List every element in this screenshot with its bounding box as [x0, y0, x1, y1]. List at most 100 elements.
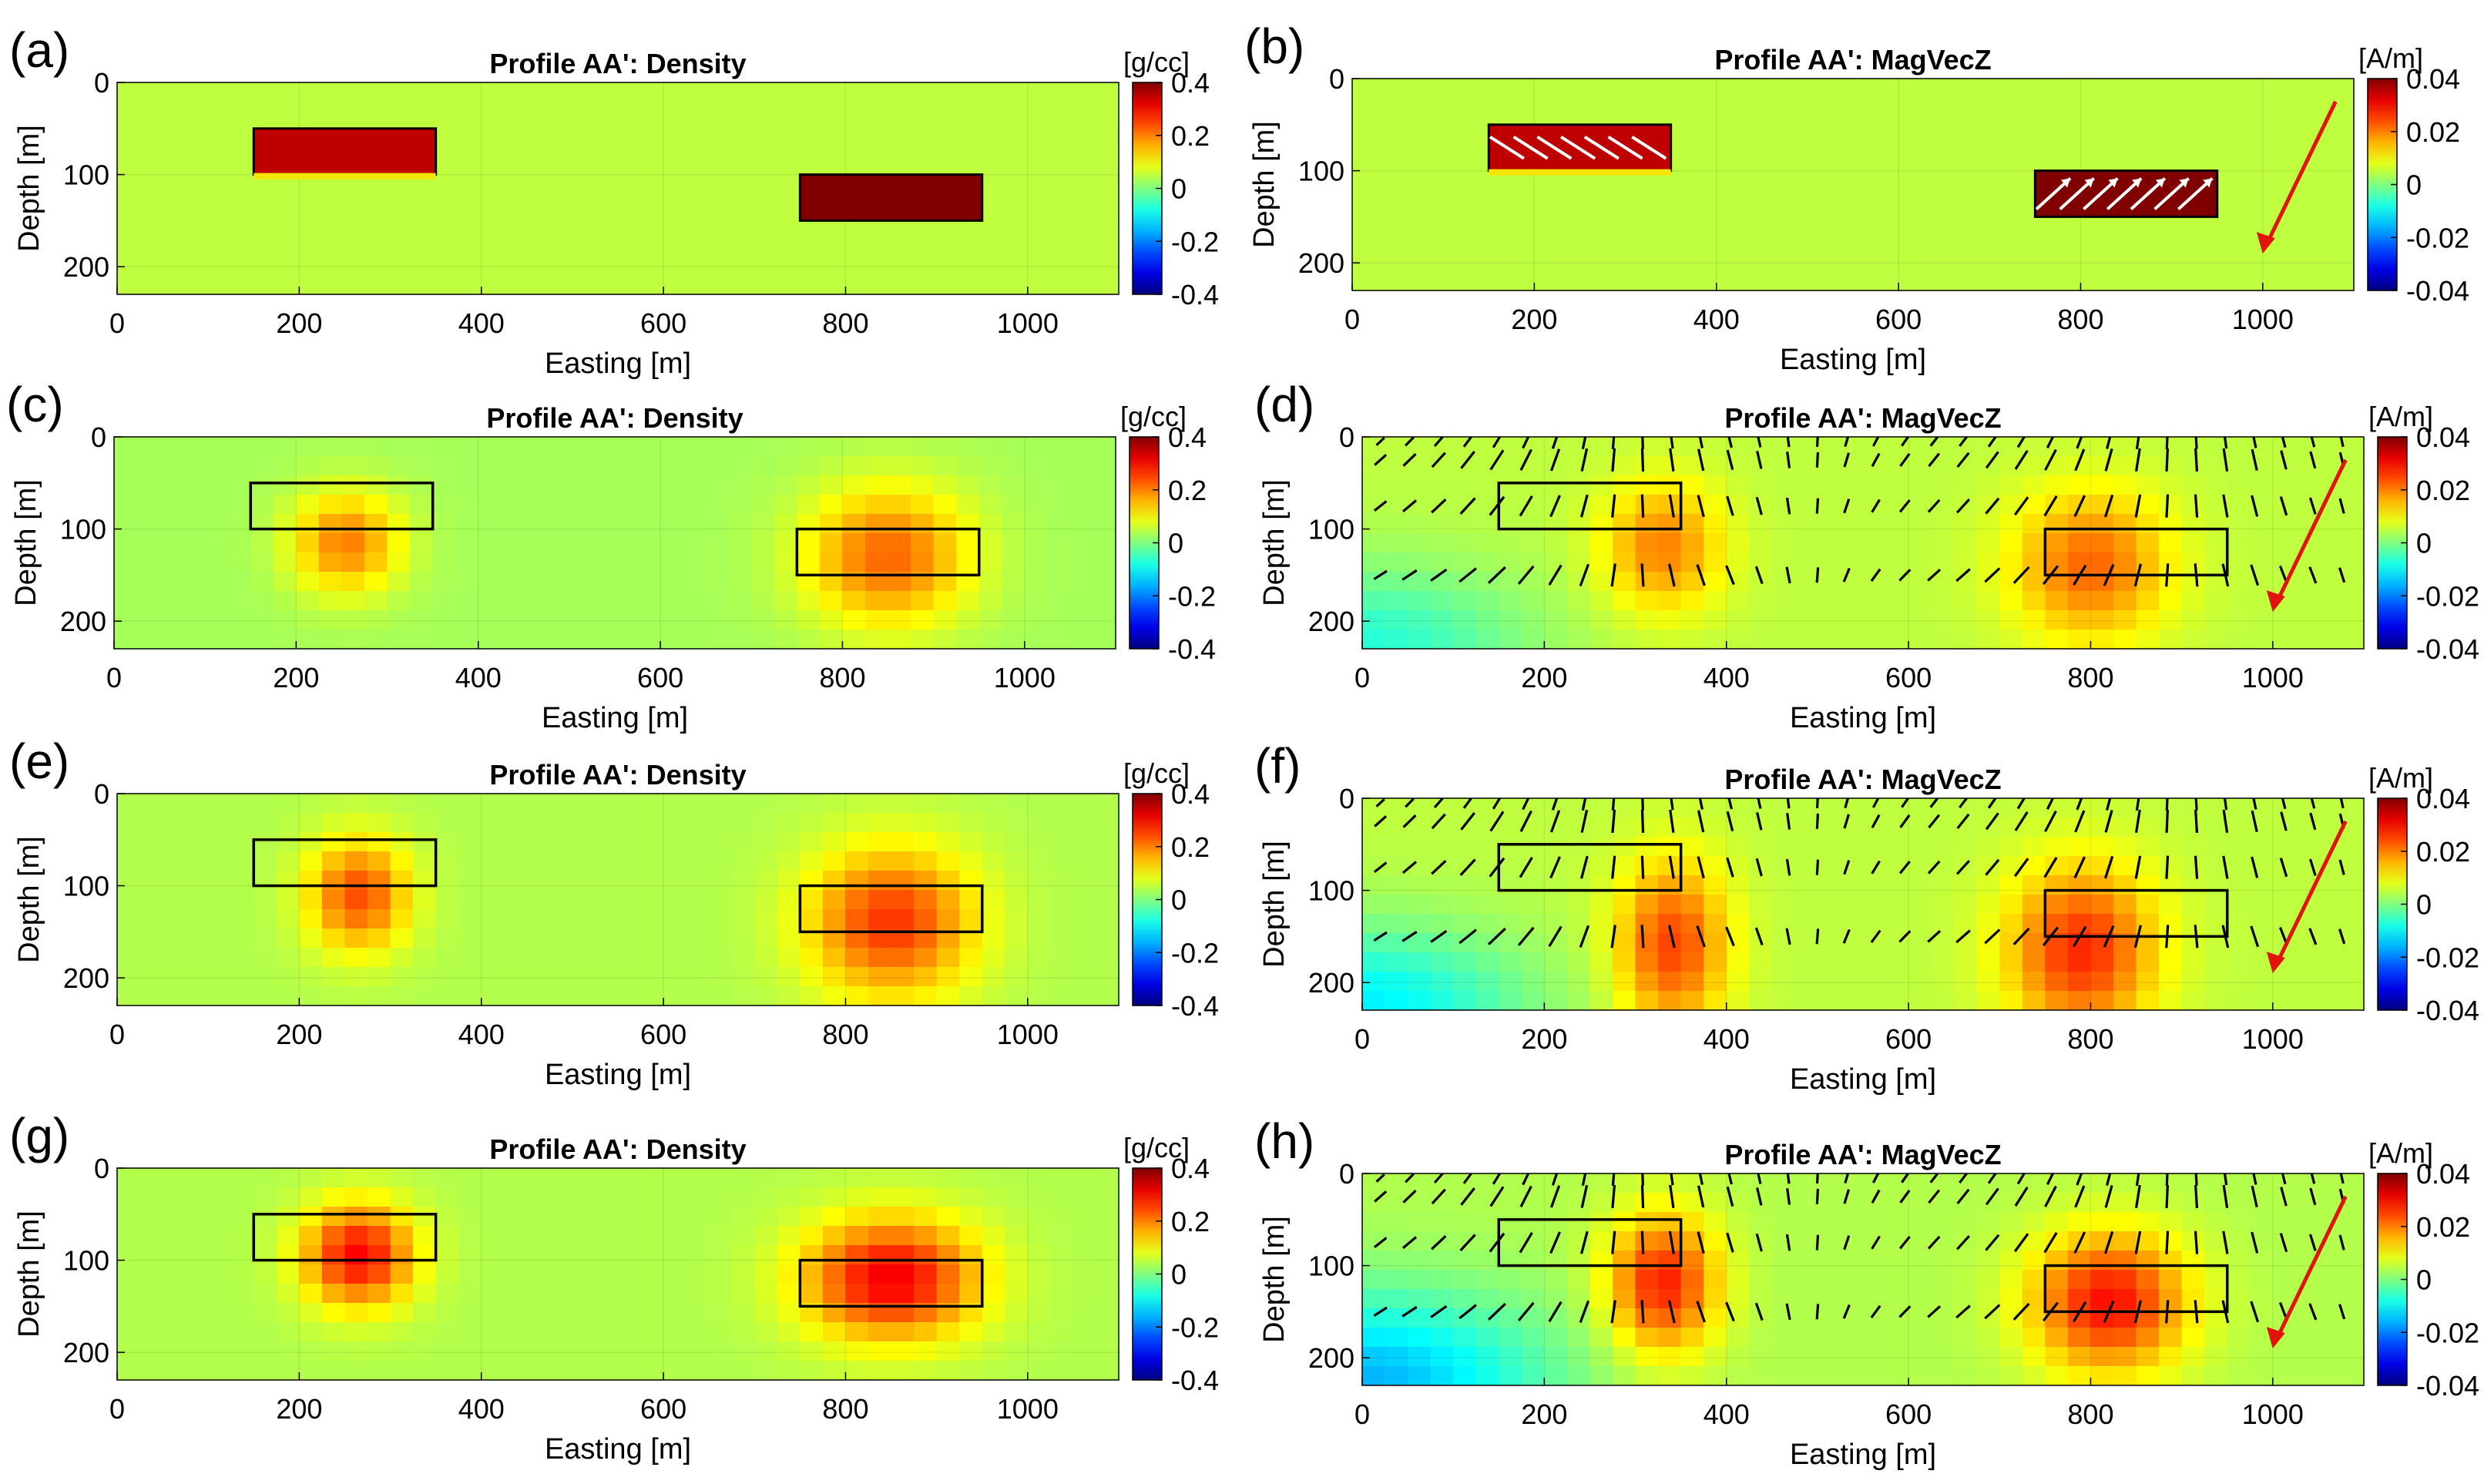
- heatmap-cell: [276, 102, 300, 122]
- heatmap-cell: [706, 514, 730, 534]
- heatmap-cell: [253, 851, 277, 871]
- heatmap-cell: [982, 1264, 1006, 1284]
- heatmap-cell: [845, 1264, 869, 1284]
- heatmap-cell: [458, 967, 482, 987]
- heatmap-cell: [959, 948, 983, 968]
- heatmap-cell: [2204, 1366, 2228, 1385]
- heatmap-cell: [1566, 1366, 1591, 1385]
- heatmap-cell: [458, 813, 482, 833]
- colorbar-tick-label: 0: [1168, 528, 1183, 559]
- heatmap-cell: [2035, 79, 2059, 99]
- heatmap-cell: [982, 1245, 1006, 1265]
- heatmap-cell: [595, 832, 619, 852]
- heatmap-cell: [136, 514, 160, 534]
- heatmap-cell: [1784, 213, 1808, 233]
- heatmap-cell: [822, 948, 847, 968]
- heatmap-cell: [686, 909, 710, 929]
- heatmap-cell: [800, 851, 824, 871]
- heatmap-cell: [2012, 271, 2036, 290]
- heatmap-cell: [230, 217, 255, 237]
- y-tick-label: 0: [94, 778, 109, 810]
- heatmap-cell: [2159, 991, 2183, 1010]
- heatmap-cell: [1050, 179, 1074, 199]
- heatmap-cell: [1908, 837, 1932, 857]
- heatmap-cell: [1885, 591, 1909, 611]
- heatmap-cell: [686, 1226, 710, 1246]
- heatmap-cell: [163, 198, 186, 218]
- heatmap-cell: [754, 794, 778, 814]
- vector-arrow: [1899, 1189, 1911, 1204]
- axes-box: [116, 82, 1119, 295]
- heatmap-cell: [549, 871, 573, 891]
- heatmap-cell: [2181, 533, 2205, 553]
- x-tick-label: 600: [640, 1393, 686, 1425]
- heatmap-cell: [1658, 952, 1682, 972]
- heatmap-cell: [683, 495, 707, 515]
- heatmap-cell: [2262, 136, 2287, 156]
- heatmap-cell: [2067, 837, 2092, 857]
- heatmap-cell: [731, 986, 756, 1006]
- heatmap-cell: [1589, 875, 1613, 895]
- heatmap-cell: [2341, 991, 2364, 1010]
- heatmap-cell: [618, 890, 642, 910]
- heatmap-cell: [663, 198, 687, 218]
- heatmap-cell: [865, 591, 889, 611]
- heatmap-cell: [341, 591, 365, 611]
- heatmap-cell: [2181, 991, 2205, 1010]
- heatmap-cell: [321, 102, 346, 122]
- heatmap-cell: [868, 890, 892, 910]
- heatmap-cell: [1589, 972, 1613, 992]
- heatmap-cell: [1944, 156, 1968, 176]
- heatmap-cell: [686, 967, 710, 987]
- heatmap-cell: [1613, 437, 1636, 457]
- heatmap-cell: [2090, 1251, 2114, 1271]
- x-tick-label: 1000: [997, 1393, 1059, 1425]
- heatmap-cell: [822, 275, 847, 294]
- y-tick-label: 100: [63, 159, 109, 191]
- heatmap-cell: [1716, 98, 1740, 118]
- heatmap-cell: [868, 813, 892, 833]
- heatmap-cell: [504, 140, 528, 160]
- y-axis-label: Depth [m]: [1258, 1216, 1291, 1343]
- heatmap-cell: [1704, 875, 1727, 895]
- heatmap-cell: [2204, 456, 2228, 476]
- heatmap-cell: [709, 948, 733, 968]
- heatmap-cell: [731, 198, 756, 218]
- heatmap-cell: [114, 514, 138, 534]
- heatmap-cell: [227, 630, 252, 649]
- heatmap-cell: [2012, 252, 2036, 272]
- heatmap-cell: [2080, 233, 2104, 253]
- heatmap-cell: [572, 82, 596, 102]
- heatmap-cell: [273, 572, 297, 592]
- heatmap-cell: [1024, 572, 1049, 592]
- heatmap-cell: [481, 1322, 505, 1342]
- heatmap-cell: [572, 1284, 596, 1304]
- heatmap-cell: [1096, 1284, 1119, 1304]
- heatmap-cell: [2217, 156, 2241, 176]
- heatmap-cell: [1050, 198, 1074, 218]
- x-tick-label: 400: [1704, 662, 1750, 693]
- heatmap-cell: [2204, 533, 2228, 553]
- heatmap-cell: [774, 437, 798, 457]
- heatmap-cell: [754, 1168, 778, 1188]
- heatmap-cell: [663, 928, 687, 948]
- heatmap-cell: [2090, 533, 2114, 553]
- heatmap-cell: [1635, 1231, 1659, 1251]
- heatmap-cell: [2341, 1212, 2364, 1232]
- heatmap-cell: [1966, 175, 1991, 195]
- heatmap-cell: [1704, 630, 1727, 649]
- heatmap-cell: [504, 217, 528, 237]
- heatmap-cell: [526, 1264, 551, 1284]
- heatmap-cell: [663, 1284, 687, 1304]
- vector-arrow: [1697, 448, 1705, 472]
- heatmap-cell: [481, 140, 505, 160]
- vector-arrow: [1487, 1302, 1506, 1321]
- heatmap-cell: [1566, 1347, 1591, 1367]
- heatmap-cell: [2341, 856, 2364, 876]
- heatmap-cell: [731, 1322, 756, 1342]
- heatmap-cell: [1931, 1289, 1955, 1309]
- heatmap-cell: [1050, 813, 1074, 833]
- heatmap-cell: [1680, 1270, 1704, 1290]
- heatmap-cell: [230, 928, 255, 948]
- heatmap-cell: [413, 832, 437, 852]
